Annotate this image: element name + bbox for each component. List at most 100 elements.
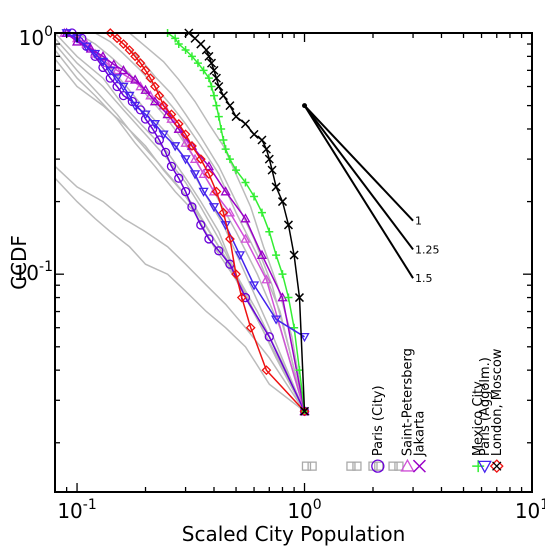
series-6-point-10 — [225, 101, 235, 111]
series-line-1 — [64, 32, 306, 412]
legend-label-2: Jakarta — [412, 411, 427, 457]
series-0-point-17 — [187, 202, 197, 212]
series-4-point-17 — [208, 203, 220, 213]
series-0-point-20 — [214, 246, 224, 256]
slope-label-2: 1.5 — [415, 272, 433, 285]
y-axis-label: CCDF — [7, 235, 31, 290]
series-6-point-11 — [231, 112, 241, 122]
series-6-point-18 — [271, 182, 281, 192]
gray-curve-5 — [54, 177, 305, 412]
series-5-point-15 — [195, 154, 206, 165]
series-5-point-12 — [173, 118, 184, 129]
legend-marker-0 — [371, 459, 385, 473]
series-5-point-5 — [135, 58, 146, 69]
series-1-point-17 — [240, 233, 251, 243]
gray-curve-3 — [54, 49, 306, 412]
series-5-point-18 — [218, 207, 229, 218]
series-5-point-7 — [145, 73, 156, 84]
series-3-point-12 — [217, 124, 226, 133]
gray-curves — [54, 32, 306, 412]
series-5-point-22 — [245, 322, 256, 333]
series-3-point-10 — [212, 101, 221, 110]
series-1-point-10 — [166, 113, 177, 123]
series-0-point-16 — [180, 186, 191, 197]
series-5-point-20 — [231, 269, 241, 280]
series-2-point-13 — [220, 186, 231, 196]
legend-label-5: London, Moscow — [490, 348, 505, 456]
series-5-point-11 — [166, 109, 177, 120]
series-3-point-13 — [219, 136, 228, 145]
legend-marker-4 — [477, 460, 492, 474]
series-6-point-19 — [277, 197, 288, 207]
series-0-point-19 — [204, 234, 214, 244]
series-0-point-15 — [174, 173, 184, 183]
series-5-point-10 — [158, 100, 169, 111]
series-1-point-18 — [261, 274, 272, 284]
series-5-point-4 — [130, 51, 141, 62]
series-5-point-14 — [187, 141, 197, 151]
series-3-point-14 — [221, 145, 230, 154]
series-2-point-3 — [97, 51, 109, 61]
legend-gray-square-6 — [388, 461, 398, 471]
series-6-point-8 — [214, 81, 224, 92]
gray-curve-4 — [54, 58, 306, 412]
series-2-point-14 — [240, 213, 251, 223]
series-6-point-4 — [204, 51, 214, 61]
slope-line-0 — [303, 104, 414, 222]
series-line-0 — [71, 32, 306, 412]
series-4-point-7 — [118, 82, 129, 92]
slope-label-1: 1.25 — [415, 243, 440, 256]
series-3-point-8 — [207, 82, 216, 91]
slope-line-2 — [303, 105, 414, 279]
series-4 — [61, 29, 310, 343]
series-3-point-18 — [250, 192, 259, 201]
legend-gray-square-5 — [374, 461, 384, 471]
x-tick-label-0: 10-1 — [57, 497, 96, 523]
series-5-point-8 — [150, 81, 160, 92]
legend-gray-square-2 — [346, 461, 356, 471]
series-4-point-5 — [105, 66, 116, 76]
series-3-point-23 — [284, 293, 293, 302]
series-0-point-9 — [135, 105, 146, 115]
series-2-point-7 — [140, 84, 151, 94]
series-3-point-5 — [193, 59, 202, 68]
series-3-point-17 — [241, 178, 250, 187]
series-6-point-22 — [294, 293, 304, 303]
series-0-point-23 — [264, 332, 274, 342]
series-2-point-10 — [173, 123, 184, 133]
series-5-point-24 — [299, 406, 310, 417]
series-3-point-21 — [272, 251, 281, 260]
series-5-point-17 — [211, 186, 222, 197]
series-5-point-0 — [105, 28, 116, 38]
series-4-point-12 — [158, 130, 169, 140]
legend-gray-square-3 — [352, 461, 362, 471]
series-6-point-17 — [267, 165, 277, 175]
series-6-point-23 — [299, 406, 310, 416]
series-3-point-4 — [187, 52, 196, 61]
series-4-point-22 — [299, 332, 310, 343]
series-1-point-5 — [111, 65, 123, 75]
series-5-point-16 — [204, 169, 214, 180]
legend-gray-square-1 — [307, 461, 317, 471]
legend-label-1: Saint-Petersberg — [400, 348, 415, 456]
slope-label-0: 1 — [415, 215, 422, 228]
series-4-point-8 — [124, 91, 135, 101]
series-0-point-13 — [160, 147, 171, 158]
slope-guides: 1 1.25 1.5 — [302, 103, 440, 285]
series-4-point-14 — [180, 155, 191, 165]
series-6-point-12 — [240, 119, 250, 129]
series-3-point-6 — [199, 66, 208, 75]
series-5-point-13 — [180, 129, 191, 140]
series-6-point-14 — [257, 135, 267, 145]
series-3-point-2 — [174, 40, 183, 49]
series-2-point-5 — [118, 65, 129, 75]
x-tick-label-2: 101 — [515, 497, 545, 523]
series-5-point-21 — [236, 292, 247, 303]
series-6-point-9 — [218, 91, 228, 101]
legend-marker-1 — [400, 458, 415, 472]
plot-frame — [54, 32, 533, 493]
legend-gray-square-0 — [301, 461, 312, 471]
series-4-point-19 — [234, 251, 246, 261]
